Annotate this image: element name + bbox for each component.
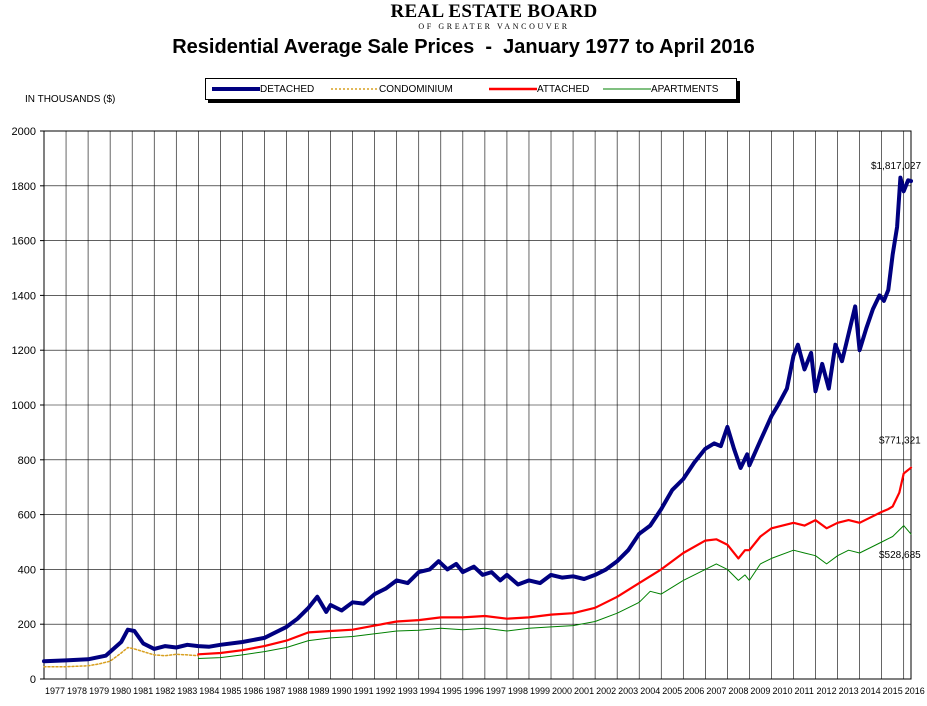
x-tick-label: 1991	[354, 686, 374, 696]
x-tick-label: 2014	[861, 686, 881, 696]
x-tick-label: 2016	[905, 686, 925, 696]
annotation-apartments: $528,685	[879, 550, 921, 561]
x-tick-label: 1977	[45, 686, 65, 696]
y-tick-label: 200	[18, 619, 36, 631]
x-tick-label: 1999	[530, 686, 550, 696]
x-tick-label: 1978	[67, 686, 87, 696]
y-tick-label: 1600	[12, 236, 36, 248]
x-tick-label: 2012	[817, 686, 837, 696]
x-tick-label: 2003	[618, 686, 638, 696]
y-tick-label: 1200	[12, 345, 36, 357]
x-tick-label: 1992	[376, 686, 396, 696]
y-tick-label: 0	[30, 674, 36, 686]
logo-sub-text: OF GREATER VANCOUVER	[418, 22, 570, 31]
y-tick-label: 2000	[12, 126, 36, 138]
chart-title: Residential Average Sale Prices - Januar…	[172, 36, 755, 58]
x-tick-label: 1997	[486, 686, 506, 696]
logo-main-text: REAL ESTATE BOARD	[390, 1, 598, 22]
x-tick-label: 1980	[111, 686, 131, 696]
series-line-condominium	[43, 646, 200, 668]
annotation-detached: $1,817,027	[871, 161, 921, 172]
legend-label-detached: DETACHED	[260, 83, 315, 95]
annotation-attached: $771,321	[879, 436, 921, 447]
x-tick-label: 2006	[684, 686, 704, 696]
chart-legend: DETACHED CONDOMINIUM ATTACHED APARTMENTS	[205, 78, 737, 100]
x-tick-label: 1988	[287, 686, 307, 696]
x-tick-label: 1984	[199, 686, 219, 696]
x-tick-label: 2000	[552, 686, 572, 696]
x-tick-label: 1989	[310, 686, 330, 696]
x-tick-label: 1993	[398, 686, 418, 696]
series-line-detached	[42, 175, 913, 664]
x-tick-label: 1981	[133, 686, 153, 696]
x-tick-label: 2007	[706, 686, 726, 696]
x-tick-label: 2001	[574, 686, 594, 696]
x-tick-label: 2013	[839, 686, 859, 696]
x-tick-label: 2005	[662, 686, 682, 696]
y-axis-label: IN THOUSANDS ($)	[25, 94, 116, 105]
y-tick-label: 600	[18, 510, 36, 522]
x-tick-label: 2009	[750, 686, 770, 696]
x-tick-label: 1987	[265, 686, 285, 696]
x-tick-label: 1995	[442, 686, 462, 696]
x-tick-label: 2015	[883, 686, 903, 696]
y-tick-label: 1400	[12, 290, 36, 302]
legend-swatch-detached	[212, 87, 260, 91]
x-tick-label: 1996	[464, 686, 484, 696]
legend-label-attached: ATTACHED	[537, 83, 590, 95]
x-tick-label: 2008	[728, 686, 748, 696]
x-tick-label: 1985	[221, 686, 241, 696]
legend-label-condominium: CONDOMINIUM	[379, 83, 453, 95]
x-tick-label: 1983	[177, 686, 197, 696]
board-logo: REAL ESTATE BOARD OF GREATER VANCOUVER	[384, 1, 604, 32]
legend-swatch-apartments	[603, 88, 651, 90]
x-tick-label: 1979	[89, 686, 109, 696]
x-tick-label: 2011	[795, 686, 814, 696]
y-tick-label: 1000	[12, 400, 36, 412]
y-tick-label: 800	[18, 455, 36, 467]
series-line-attached	[197, 466, 913, 656]
x-tick-label: 2010	[772, 686, 792, 696]
x-tick-label: 1998	[508, 686, 528, 696]
legend-swatch-condominium	[331, 88, 379, 90]
y-tick-label: 1800	[12, 181, 36, 193]
x-tick-label: 2002	[596, 686, 616, 696]
x-tick-label: 1986	[243, 686, 263, 696]
legend-item-detached: DETACHED	[212, 79, 314, 99]
x-tick-label: 2004	[640, 686, 660, 696]
legend-swatch-attached	[489, 87, 537, 91]
legend-item-condominium: CONDOMINIUM	[331, 79, 453, 99]
x-tick-label: 1990	[332, 686, 352, 696]
x-tick-label: 1982	[155, 686, 175, 696]
legend-item-apartments: APARTMENTS	[603, 79, 718, 99]
legend-item-attached: ATTACHED	[489, 79, 589, 99]
legend-label-apartments: APARTMENTS	[651, 83, 719, 95]
y-tick-label: 400	[18, 564, 36, 576]
series-line-apartments	[197, 525, 912, 659]
x-tick-label: 1994	[420, 686, 440, 696]
